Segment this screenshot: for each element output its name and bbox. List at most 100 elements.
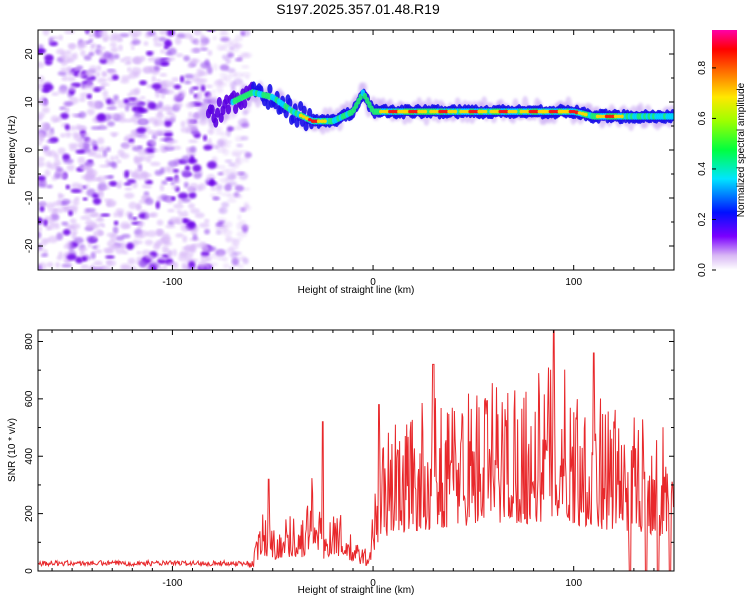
track-peak: [601, 114, 606, 119]
noise-blob: [76, 138, 85, 143]
noise-blob: [155, 228, 164, 237]
noise-blob: [126, 179, 137, 184]
noise-blob: [224, 177, 230, 183]
noise-blob: [66, 164, 75, 172]
noise-blob: [59, 193, 65, 199]
track-peak: [565, 109, 570, 114]
track-peak: [577, 111, 582, 115]
noise-blob: [140, 134, 148, 139]
noise-blob: [242, 224, 251, 229]
noise-blob: [159, 184, 165, 192]
track-peak: [489, 109, 494, 114]
noise-blob: [154, 169, 163, 176]
noise-blob: [153, 263, 161, 268]
noise-blob: [164, 166, 171, 173]
noise-blob: [130, 45, 135, 50]
track-peak: [501, 109, 506, 114]
noise-blob: [212, 63, 218, 71]
noise-blob: [226, 129, 231, 137]
noise-blob: [38, 75, 45, 84]
track-peak: [559, 109, 564, 114]
noise-blob: [38, 135, 44, 143]
noise-blob: [111, 133, 117, 138]
noise-blob: [79, 166, 88, 171]
track-peak: [379, 109, 384, 114]
noise-blob: [200, 61, 212, 69]
noise-blob: [220, 37, 230, 42]
noise-blob: [88, 65, 98, 72]
noise-blob: [157, 101, 164, 108]
noise-blob: [64, 30, 75, 35]
track-peak: [574, 110, 579, 115]
noise-blob: [124, 187, 133, 191]
noise-blob: [120, 78, 130, 84]
track-core: [213, 117, 219, 128]
noise-blob: [139, 80, 148, 86]
track-peak: [382, 109, 387, 114]
noise-blob: [100, 265, 111, 270]
track-peak: [528, 109, 533, 114]
noise-blob: [144, 197, 154, 206]
noise-blob: [58, 251, 64, 258]
track-peak: [504, 109, 509, 114]
track-peak: [477, 109, 482, 114]
noise-blob: [218, 207, 228, 215]
track-peak: [316, 119, 321, 123]
noise-blob: [161, 180, 168, 185]
noise-blob: [93, 177, 102, 182]
noise-blob: [123, 137, 129, 142]
noise-blob: [113, 220, 119, 226]
noise-blob: [60, 51, 66, 59]
noise-blob: [158, 36, 167, 42]
noise-blob: [234, 194, 243, 199]
noise-blob: [105, 199, 117, 206]
noise-blob: [80, 264, 89, 270]
track-peak: [568, 109, 573, 114]
track-peak: [595, 114, 600, 119]
noise-blob: [134, 234, 144, 239]
noise-blob: [138, 220, 145, 227]
noise-blob: [165, 177, 175, 182]
noise-blob: [96, 113, 106, 122]
noise-blob: [170, 181, 176, 186]
noise-blob: [50, 213, 60, 221]
noise-blob: [180, 120, 186, 128]
noise-blob: [71, 232, 77, 240]
noise-blob: [127, 257, 136, 265]
colorbar-tick-label: 0.4: [697, 162, 708, 176]
noise-blob: [83, 30, 90, 33]
noise-blob: [92, 197, 102, 205]
noise-blob: [109, 233, 117, 242]
noise-blob: [146, 51, 154, 56]
noise-blob: [61, 221, 69, 226]
noise-blob: [59, 106, 66, 111]
noise-blob: [131, 172, 141, 179]
noise-blob: [121, 233, 131, 239]
noise-blob: [174, 36, 182, 45]
noise-blob: [88, 32, 94, 39]
noise-blob: [120, 263, 131, 269]
x-tick-label: -100: [162, 277, 182, 288]
noise-blob: [201, 70, 208, 76]
noise-blob: [234, 34, 244, 42]
noise-blob: [222, 263, 230, 269]
noise-blob: [67, 66, 72, 71]
noise-blob: [79, 41, 88, 48]
noise-blob: [101, 70, 107, 77]
noise-blob: [209, 193, 218, 198]
snr-x-label: Height of straight line (km): [298, 585, 415, 596]
noise-blob: [159, 137, 169, 142]
colorbar-tick-label: 0.6: [697, 111, 708, 125]
noise-blob: [200, 254, 209, 263]
noise-blob: [80, 49, 86, 57]
noise-blob: [217, 251, 225, 259]
track-peak: [459, 109, 464, 114]
noise-blob: [222, 256, 228, 263]
track-peak: [438, 109, 443, 114]
noise-blob: [146, 84, 153, 89]
track-peak: [385, 109, 390, 114]
noise-blob: [112, 226, 119, 235]
track-peak: [542, 109, 547, 114]
noise-blob: [45, 226, 52, 231]
track-peak: [319, 119, 324, 123]
